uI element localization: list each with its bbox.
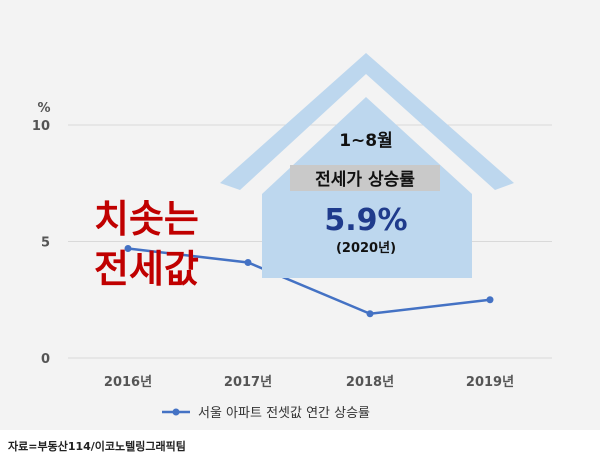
headline-line-2: 전세값 [94, 247, 199, 291]
house-label-background [290, 165, 440, 191]
y-unit-label: % [37, 101, 50, 116]
series-point [124, 244, 132, 252]
house-year: (2020년) [336, 241, 396, 256]
series-point [366, 310, 374, 318]
series-points [124, 244, 494, 318]
house-graphic: 1~8월 전세가 상승률 5.9% (2020년) [220, 53, 514, 278]
series-line [127, 247, 491, 316]
source-credit: 자료=부동산114/이코노텔링그래픽팀 [8, 440, 186, 453]
x-tick-labels: 2016년 2017년 2018년 2019년 [104, 375, 514, 390]
series-point [486, 296, 494, 304]
x-tick-label: 2016년 [104, 375, 152, 390]
y-tick-labels: 0 5 10 [32, 119, 50, 367]
chart: % 0 5 10 1~8월 전세가 상승률 5.9% (2020년) 치솟는 전세값… [32, 53, 552, 421]
legend-label: 서울 아파트 전셋값 연간 상승률 [198, 406, 370, 421]
y-tick-label: 10 [32, 119, 50, 134]
y-tick-label: 5 [41, 236, 50, 251]
series-point [244, 258, 252, 266]
legend: 서울 아파트 전셋값 연간 상승률 [162, 406, 370, 421]
x-tick-label: 2017년 [224, 375, 272, 390]
house-label: 전세가 상승률 [315, 170, 415, 190]
x-tick-label: 2019년 [466, 375, 514, 390]
house-value: 5.9% [324, 203, 407, 238]
legend-marker [172, 408, 180, 416]
house-period: 1~8월 [339, 131, 393, 151]
headline-line-1: 치솟는 [94, 197, 199, 241]
house-roof [220, 53, 514, 190]
y-tick-label: 0 [41, 352, 50, 367]
x-tick-label: 2018년 [346, 375, 394, 390]
